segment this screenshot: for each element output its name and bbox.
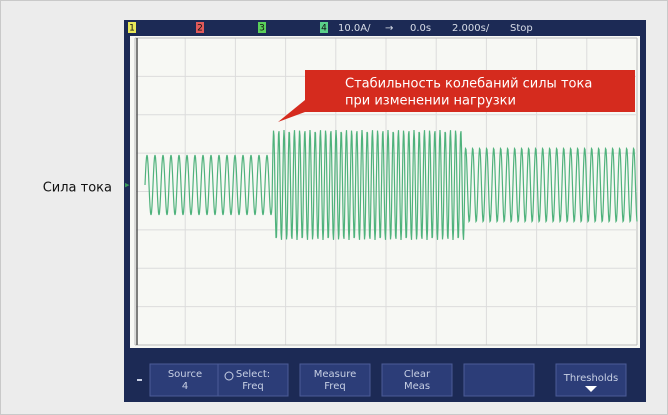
status-bar: 1 2 3 4 10.0A/ → 0.0s 2.000s/Stop: [128, 22, 533, 34]
softkey-bar: Source4Select:FreqMeasureFreqClearMeasTh…: [137, 363, 627, 397]
annotation-line: при изменении нагрузки: [345, 94, 516, 109]
softkey-value: Freq: [242, 381, 263, 392]
waveform: [144, 129, 638, 241]
status-delay: 0.0s: [410, 23, 431, 34]
softkey[interactable]: [299, 363, 371, 397]
softkey-value: 4: [182, 381, 188, 392]
status-arrow: →: [385, 23, 393, 34]
softkey[interactable]: [381, 363, 453, 397]
softkey-value: Freq: [324, 381, 345, 392]
status-scale: 10.0A/: [338, 23, 371, 34]
channel-number: 3: [259, 24, 265, 34]
softkey-label: Clear: [404, 369, 431, 380]
annotation-line: Стабильность колебаний силы тока: [345, 77, 592, 92]
softkey-label: Measure: [314, 369, 357, 380]
channel-number: 2: [197, 24, 203, 34]
ground-marker: ▸: [125, 181, 130, 191]
channel-badge: [258, 22, 266, 33]
status-state: Stop: [510, 23, 533, 34]
softkey-arrow: [585, 386, 597, 392]
channel-badge: [320, 22, 328, 33]
softkey-label: Select:: [236, 369, 270, 380]
annotation-pointer: [278, 100, 305, 122]
annotation-box: [305, 70, 635, 112]
channel-number: 1: [129, 24, 135, 34]
channel-badge: [128, 22, 136, 33]
softkey-label: Source: [168, 369, 202, 380]
softkey[interactable]: [149, 363, 221, 397]
channel-badge: [196, 22, 204, 33]
softkey-value: Meas: [404, 381, 430, 392]
softkey: [463, 363, 535, 397]
side-label: Сила тока: [43, 181, 112, 196]
softkey-dash: [137, 379, 142, 381]
channel-number: 4: [321, 24, 327, 34]
status-timebase: 2.000s/: [452, 23, 490, 34]
select-knob-icon: [224, 371, 234, 381]
softkey-label: Thresholds: [563, 373, 619, 384]
